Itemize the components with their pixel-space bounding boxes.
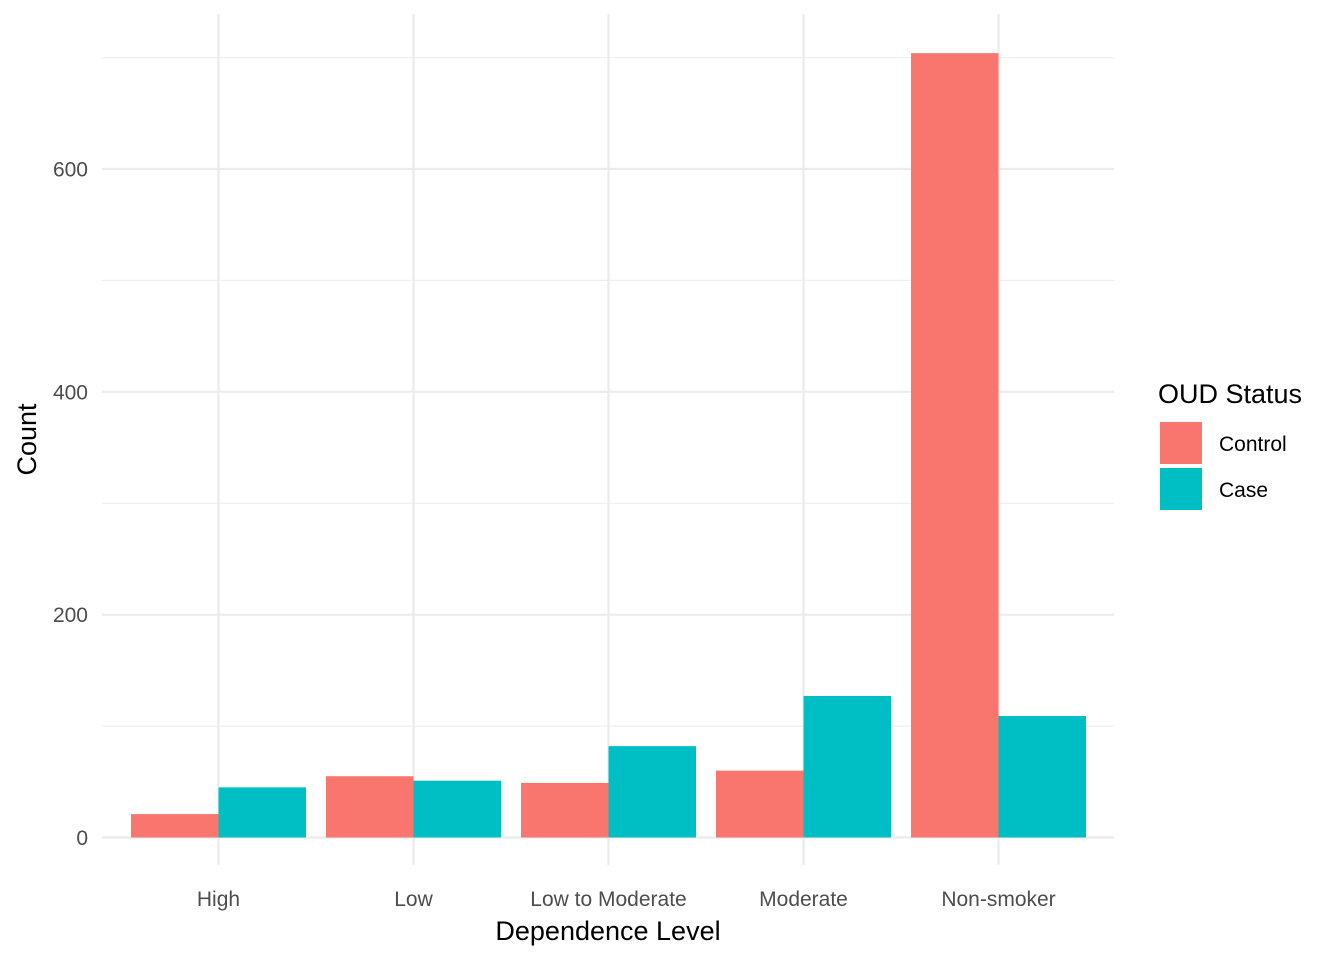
y-tick-label: 0 [76, 827, 88, 850]
y-tick-labels: 0 200 400 600 [53, 159, 88, 851]
bar-control [716, 770, 804, 838]
legend-label-case: Case [1219, 479, 1268, 502]
x-tick-labels: High Low Low to Moderate Moderate Non-smoker [197, 888, 1056, 911]
bar-case [218, 787, 306, 838]
legend-label-control: Control [1219, 433, 1287, 456]
legend-key-control [1160, 422, 1202, 464]
y-tick-label: 600 [53, 159, 88, 182]
x-tick-label: Moderate [759, 888, 848, 911]
x-tick-label: Non-smoker [941, 888, 1055, 911]
bar-case [608, 746, 696, 838]
bar-control [911, 53, 999, 838]
bar-control [326, 776, 414, 838]
x-tick-label: Low to Moderate [530, 888, 686, 911]
y-axis-title: Count [12, 403, 42, 476]
x-axis-title: Dependence Level [495, 916, 720, 946]
legend-key-case [1160, 468, 1202, 510]
bars [131, 53, 1086, 838]
y-tick-label: 200 [53, 604, 88, 627]
bar-case [803, 696, 891, 838]
legend-title: OUD Status [1158, 379, 1302, 409]
bar-control [521, 782, 609, 838]
bar-control [131, 814, 219, 838]
x-tick-label: Low [394, 888, 433, 911]
x-tick-label: High [197, 888, 240, 911]
y-tick-label: 400 [53, 381, 88, 404]
bar-case [413, 780, 501, 838]
legend: OUD Status Control Case [1158, 379, 1302, 510]
bar-case [998, 716, 1086, 838]
